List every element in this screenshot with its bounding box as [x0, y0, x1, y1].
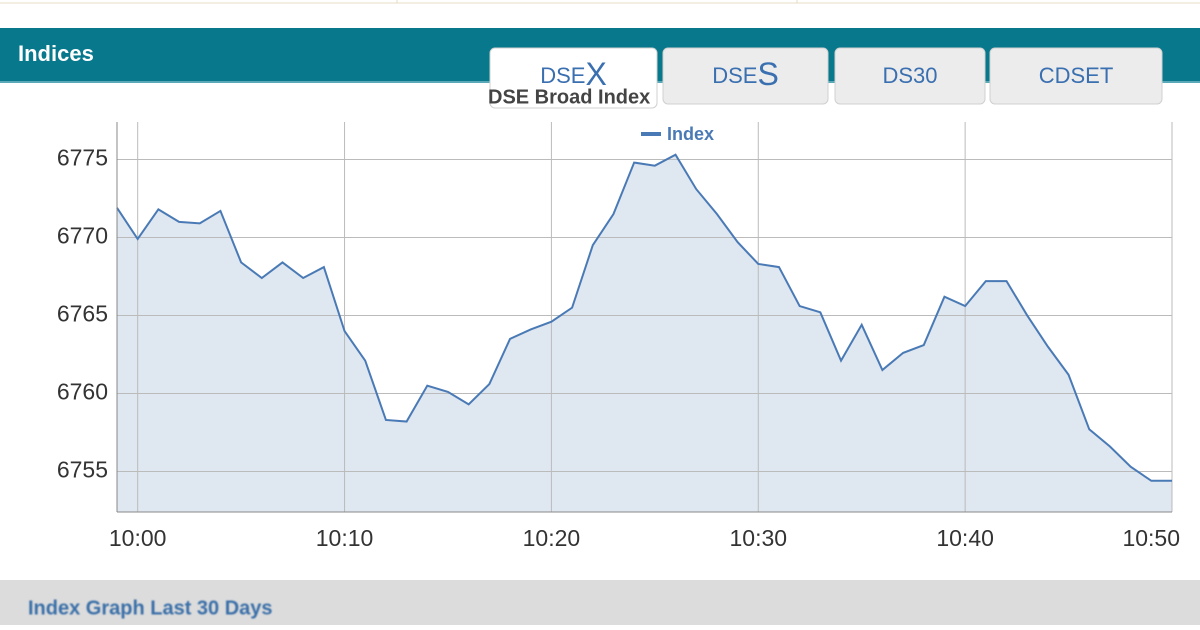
tab-label-accent[interactable]: S	[757, 56, 778, 92]
x-tick-label: 10:00	[109, 525, 167, 551]
line	[116, 153, 1172, 482]
tab[interactable]	[834, 47, 986, 105]
tab[interactable]	[662, 47, 829, 105]
chart-title: DSE Broad Index	[488, 86, 650, 108]
header-title: Indices	[18, 41, 94, 66]
footer-bar	[0, 580, 1200, 625]
chart: DSE Broad Index 6755 6760 6765 6770 6775 10:00…	[57, 86, 1180, 551]
x-tick-label: 10:10	[316, 525, 374, 551]
tab-label-text[interactable]: DS30	[882, 63, 937, 88]
tab-label-text[interactable]: CDSET	[1039, 63, 1114, 88]
tabs: DSEX DSES DS30 CDSET	[489, 47, 1163, 109]
area	[117, 154, 1172, 512]
y-tick-label: 6755	[57, 457, 108, 483]
tab-label-text[interactable]: DSE	[540, 63, 585, 88]
tab-label[interactable]: DSEX	[540, 56, 607, 92]
tab-label[interactable]: CDSET	[1039, 63, 1114, 88]
tab-label[interactable]: DS30	[882, 63, 937, 88]
x-tick-label: 10:20	[523, 525, 581, 551]
y-tick-label: 6770	[57, 223, 108, 249]
top-strip	[0, 0, 1200, 28]
tab-label-text[interactable]: DSE	[712, 63, 757, 88]
x-tick-label: 10:50	[1122, 525, 1180, 551]
x-tick-label: 10:40	[936, 525, 994, 551]
tab-label[interactable]: DSES	[712, 56, 779, 92]
tab-label-accent[interactable]: X	[585, 56, 606, 92]
y-tick-label: 6765	[57, 301, 108, 327]
y-tick-label: 6775	[57, 145, 108, 171]
y-tick-label: 6760	[57, 379, 108, 405]
tab[interactable]	[489, 47, 658, 109]
tab[interactable]	[989, 47, 1163, 105]
legend-label: Index	[667, 124, 714, 144]
x-tick-label: 10:30	[729, 525, 787, 551]
footer-title[interactable]: Index Graph Last 30 Days	[28, 597, 273, 619]
